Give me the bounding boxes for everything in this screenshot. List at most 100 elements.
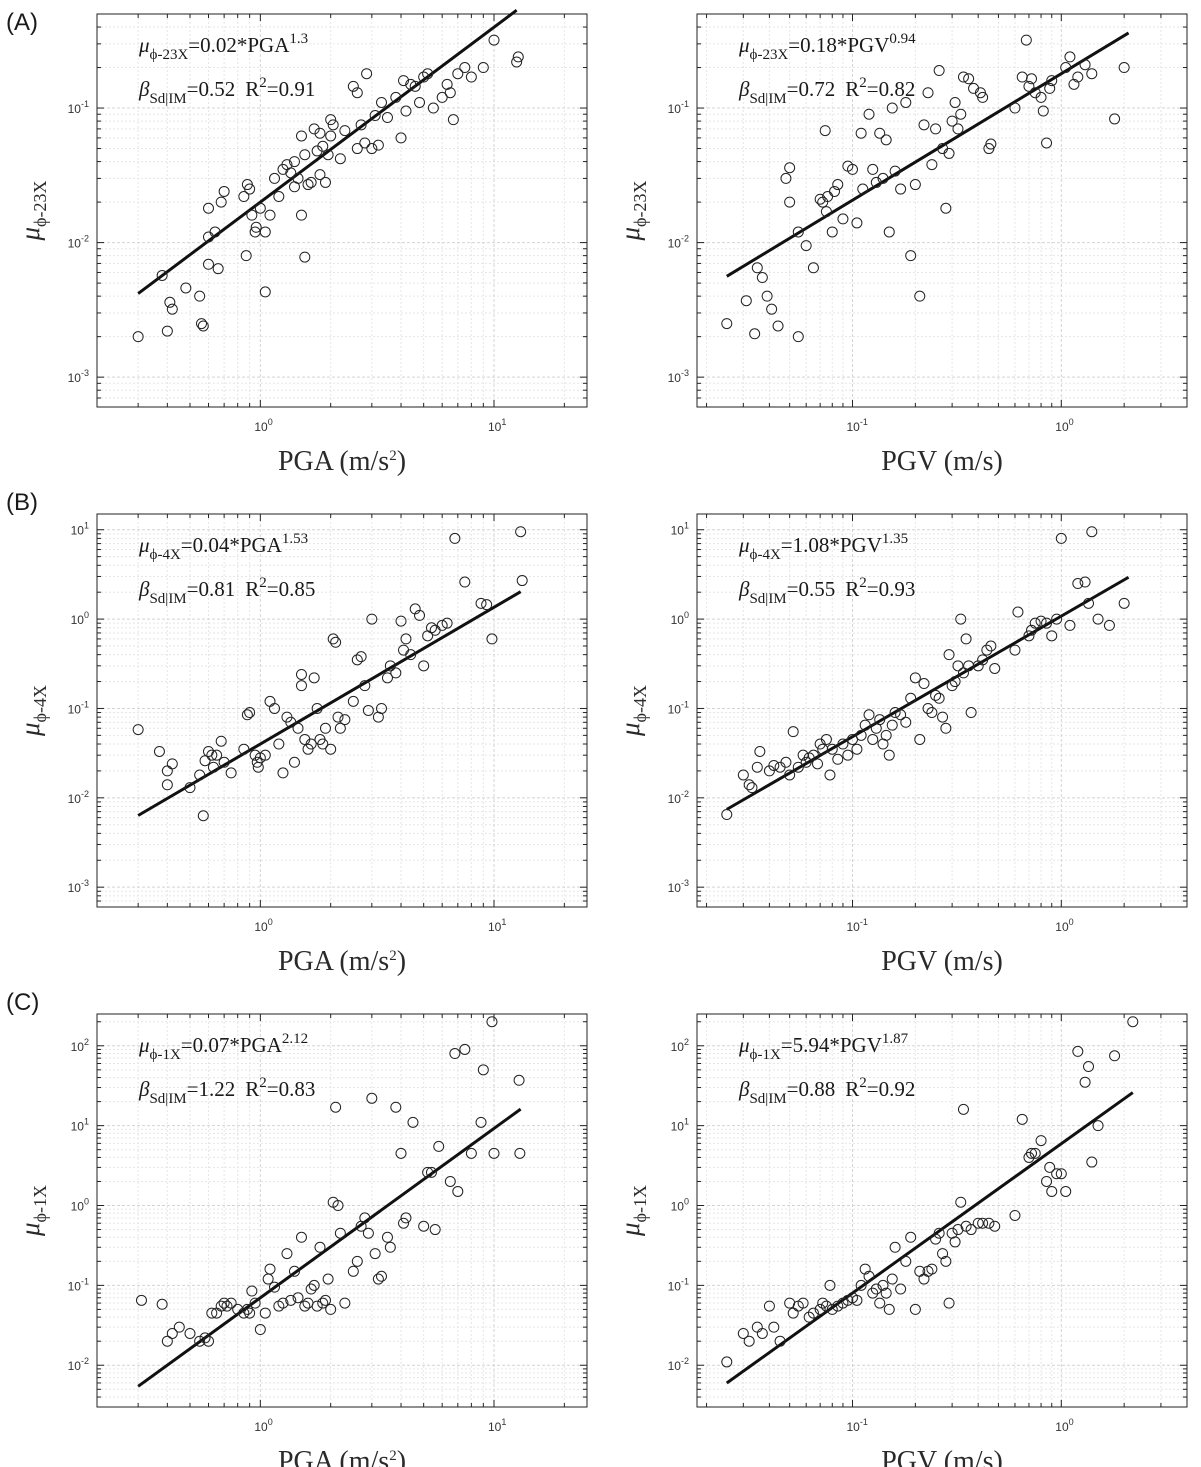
- data-point: [202, 1335, 214, 1347]
- data-point: [195, 318, 207, 330]
- data-point: [922, 87, 934, 99]
- data-point: [285, 716, 297, 728]
- data-point: [837, 213, 849, 225]
- data-point: [797, 1297, 809, 1309]
- data-point: [855, 127, 867, 139]
- data-point: [225, 767, 237, 779]
- data-point: [855, 729, 867, 741]
- chart-c-pgv: 10-1 100 10-2 10-1 100 101 102 PGV (m/s) μϕ-1X μϕ…: [615, 1013, 1188, 1467]
- chart-b-pgv: 10-1 100 10-3 10-2 10-1 100 101 PGV (m/s) μϕ-4X μ…: [615, 513, 1188, 977]
- data-point: [449, 532, 461, 544]
- data-point: [981, 644, 993, 656]
- data-point: [1072, 71, 1084, 83]
- data-point: [749, 328, 761, 340]
- fit-equation: μϕ-4X=1.08*PGV1.35: [738, 531, 908, 563]
- data-point: [874, 127, 886, 139]
- data-point: [398, 1217, 410, 1229]
- data-point: [1103, 619, 1115, 631]
- data-point: [418, 660, 430, 672]
- data-point: [1046, 75, 1058, 87]
- data-point: [977, 91, 989, 103]
- data-point: [486, 1016, 498, 1028]
- data-point: [1029, 1147, 1041, 1159]
- y-tick-label: 101: [671, 1117, 689, 1134]
- data-point: [940, 202, 952, 214]
- data-point: [384, 660, 396, 672]
- data-point: [288, 156, 300, 168]
- data-point: [295, 680, 307, 692]
- data-point: [1060, 62, 1072, 74]
- data-point: [1109, 1050, 1121, 1062]
- x-tick-label: 10-1: [846, 417, 867, 434]
- data-point: [842, 749, 854, 761]
- data-point: [905, 692, 917, 704]
- data-point: [1064, 51, 1076, 63]
- y-axis-title: μϕ-23X: [615, 180, 650, 241]
- data-point: [225, 1297, 237, 1309]
- data-point: [1086, 1156, 1098, 1168]
- x-tick-label: 100: [254, 1417, 272, 1434]
- data-point: [422, 1166, 434, 1178]
- data-point: [477, 1064, 489, 1076]
- x-tick-label: 10-1: [846, 1417, 867, 1434]
- data-points: [132, 34, 524, 343]
- data-point: [347, 695, 359, 707]
- data-point: [444, 1175, 456, 1187]
- data-point: [207, 761, 219, 773]
- data-points: [721, 526, 1130, 821]
- data-point: [780, 172, 792, 184]
- data-point: [721, 809, 733, 821]
- data-point: [515, 526, 527, 538]
- data-point: [330, 1101, 342, 1113]
- data-point: [985, 138, 997, 150]
- data-point: [863, 709, 875, 721]
- data-point: [721, 1356, 733, 1368]
- data-point: [922, 702, 934, 714]
- y-tick-label: 100: [71, 610, 89, 627]
- data-point: [254, 202, 266, 214]
- y-tick-label: 101: [71, 1117, 89, 1134]
- fit-equation: μϕ-1X=0.07*PGA2.12: [138, 1031, 308, 1063]
- data-point: [218, 756, 230, 768]
- data-point: [375, 1270, 387, 1282]
- data-point: [851, 217, 863, 229]
- minor-grid: [97, 514, 587, 908]
- y-tick-label: 10-1: [68, 99, 89, 116]
- x-tick-label: 100: [1055, 917, 1073, 934]
- plot-frame: [696, 13, 1188, 408]
- data-point: [332, 1200, 344, 1212]
- data-point: [305, 176, 317, 188]
- data-point: [886, 1273, 898, 1285]
- data-point: [395, 132, 407, 144]
- data-point: [355, 119, 367, 131]
- data-point: [400, 633, 412, 645]
- data-point: [264, 695, 276, 707]
- data-point: [1083, 1061, 1095, 1073]
- data-point: [514, 1147, 526, 1159]
- data-point: [425, 1166, 437, 1178]
- fit-line: [726, 31, 1130, 278]
- data-point: [851, 743, 863, 755]
- data-point: [814, 1303, 826, 1315]
- data-point: [985, 640, 997, 652]
- data-point: [837, 738, 849, 750]
- y-tick-label: 10-2: [68, 789, 89, 806]
- data-point: [359, 680, 371, 692]
- data-point: [877, 1279, 889, 1291]
- data-point: [930, 689, 942, 701]
- data-point: [246, 1285, 258, 1297]
- minor-grid: [697, 14, 1187, 408]
- data-point: [339, 1297, 351, 1309]
- y-tick-label: 10-1: [668, 1276, 689, 1293]
- fit-equation: μϕ-23X=0.18*PGV0.94: [738, 31, 916, 63]
- y-axis-title: μϕ-23X: [15, 180, 50, 241]
- data-point: [886, 719, 898, 731]
- minor-grid: [97, 1014, 587, 1407]
- major-grid: [97, 514, 587, 907]
- data-point: [259, 749, 271, 761]
- data-point: [381, 112, 393, 124]
- data-points: [132, 526, 528, 822]
- data-point: [512, 51, 524, 63]
- data-point: [351, 654, 363, 666]
- x-tick-label: 101: [488, 917, 506, 934]
